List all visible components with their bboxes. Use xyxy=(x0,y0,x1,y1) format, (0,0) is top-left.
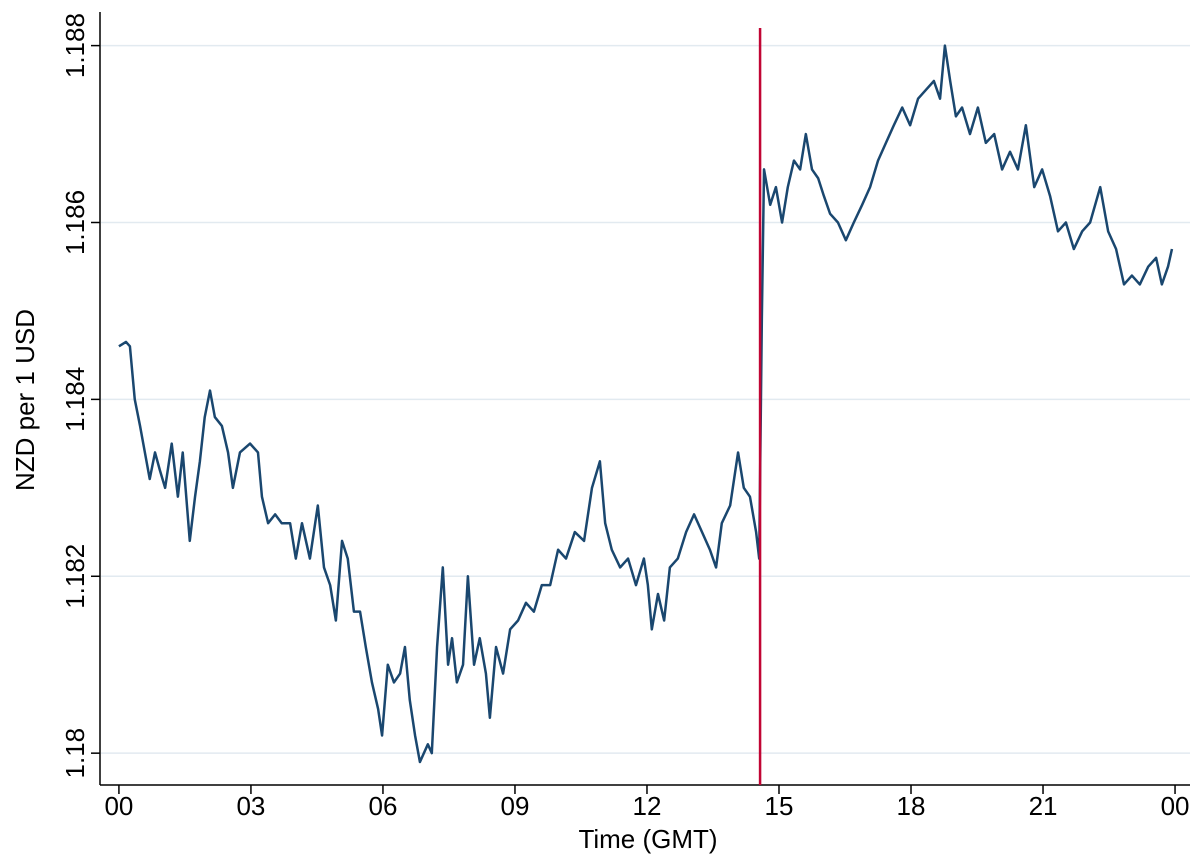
x-axis-title: Time (GMT) xyxy=(578,824,717,854)
y-tick-label: 1.18 xyxy=(60,728,90,779)
x-tick-label: 06 xyxy=(368,791,397,821)
y-tick-label: 1.186 xyxy=(60,190,90,255)
y-tick-label: 1.188 xyxy=(60,13,90,78)
y-tick-label: 1.184 xyxy=(60,367,90,432)
x-tick-label: 09 xyxy=(501,791,530,821)
x-tick-label: 15 xyxy=(765,791,794,821)
x-tick-label: 00 xyxy=(1161,791,1190,821)
price-line xyxy=(118,44,1174,764)
y-axis-title: NZD per 1 USD xyxy=(10,309,40,491)
x-tick-label: 12 xyxy=(633,791,662,821)
x-tick-label: 00 xyxy=(104,791,133,821)
x-tick-label: 21 xyxy=(1029,791,1058,821)
y-tick-label: 1.182 xyxy=(60,544,90,609)
x-tick-label: 03 xyxy=(236,791,265,821)
x-tick-label: 18 xyxy=(897,791,926,821)
